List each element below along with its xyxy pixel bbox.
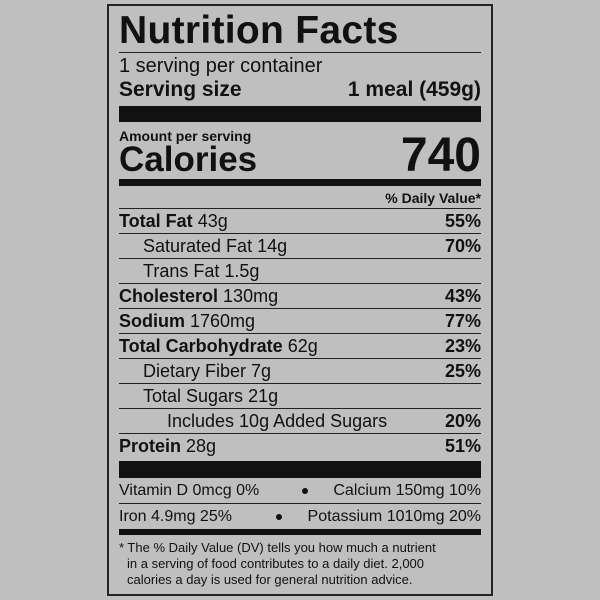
thick-bar: [119, 106, 481, 122]
nutrient-dv: 23%: [444, 336, 481, 356]
daily-value-header: % Daily Value*: [119, 186, 481, 209]
footnote: * The % Daily Value (DV) tells you how m…: [119, 535, 481, 588]
micronutrient: Potassium 1010mg 20%: [307, 507, 481, 525]
calories-value: 740: [400, 129, 481, 182]
micronutrient: Iron 4.9mg 25%: [119, 507, 232, 525]
nutrient-amount: 14g: [257, 236, 288, 256]
nutrient-dv: 77%: [444, 311, 481, 331]
nutrient-dv: 70%: [444, 236, 481, 256]
micronutrient: Vitamin D 0mcg 0%: [119, 481, 260, 499]
micronutrient-row: Iron 4.9mg 25% Potassium 1010mg 20%: [119, 504, 481, 529]
nutrient-amount: 1760mg: [190, 311, 256, 331]
nutrient-name: Total Sugars: [143, 386, 244, 406]
footnote-line: calories a day is used for general nutri…: [127, 572, 413, 587]
serving-size-value: 1 meal (459g): [347, 78, 481, 101]
micronutrient: Calcium 150mg 10%: [333, 481, 481, 499]
nutrient-row: Total Fat 43g 55%: [119, 209, 481, 234]
nutrient-name: Total Carbohydrate: [119, 336, 283, 356]
nutrient-row: Protein 28g 51%: [119, 434, 481, 458]
nutrient-name: Trans Fat: [143, 261, 220, 281]
nutrient-name: Protein: [119, 436, 182, 456]
servings: 1 serving per container: [119, 55, 323, 77]
footnote-line: in a serving of food contributes to a da…: [127, 556, 425, 571]
nutrient-row: Dietary Fiber 7g 25%: [119, 359, 481, 384]
nutrient-name: Saturated Fat: [143, 236, 253, 256]
nutrient-amount: 62g: [287, 336, 318, 356]
nutrient-row: Saturated Fat 14g 70%: [119, 234, 481, 259]
nutrient-dv: 55%: [444, 211, 481, 231]
nutrient-amount: 21g: [248, 386, 279, 406]
nutrient-dv: 20%: [444, 411, 481, 431]
nutrient-amount: 7g: [251, 361, 272, 381]
nutrient-dv: 51%: [444, 436, 481, 456]
amount-per-serving: Amount per serving: [119, 128, 252, 144]
nutrient-row: Includes 10g Added Sugars 20%: [119, 409, 481, 434]
medium-bar: [119, 529, 481, 535]
nutrient-row: Sodium 1760mg 77%: [119, 309, 481, 334]
nutrient-row: Cholesterol 130mg 43%: [119, 284, 481, 309]
nutrient-amount: 28g: [186, 436, 217, 456]
bullet: [275, 513, 282, 520]
nutrient-name: Sodium: [119, 311, 185, 331]
thick-bar: [119, 461, 481, 478]
nutrient-row: Trans Fat 1.5g: [119, 259, 481, 284]
nutrient-amount: 130mg: [223, 286, 279, 306]
micronutrient-row: Vitamin D 0mcg 0% Calcium 150mg 10%: [119, 478, 481, 504]
calories: Calories 740: [119, 132, 481, 180]
nutrition-label: Nutrition Facts 1 serving per container …: [107, 4, 493, 596]
title: Nutrition Facts: [119, 10, 481, 53]
footnote-line: * The % Daily Value (DV) tells you how m…: [119, 540, 436, 555]
nutrient-name: Includes 10g Added Sugars: [167, 411, 388, 431]
nutrient-name: Total Fat: [119, 211, 193, 231]
nutrient-amount: 1.5g: [224, 261, 260, 281]
nutrient-row: Total Sugars 21g: [119, 384, 481, 409]
nutrient-dv: 43%: [444, 286, 481, 306]
nutrient-name: Cholesterol: [119, 286, 219, 306]
serving-size: Serving size 1 meal (459g): [119, 77, 481, 103]
serving-size-label: Serving size: [119, 78, 242, 101]
nutrient-name: Dietary Fiber: [143, 361, 247, 381]
bullet: [302, 487, 309, 494]
nutrient-amount: 43g: [197, 211, 228, 231]
medium-bar: [119, 179, 481, 186]
nutrient-dv: 25%: [444, 361, 481, 381]
calories-label: Calories: [119, 140, 258, 179]
nutrient-row: Total Carbohydrate 62g 23%: [119, 334, 481, 359]
